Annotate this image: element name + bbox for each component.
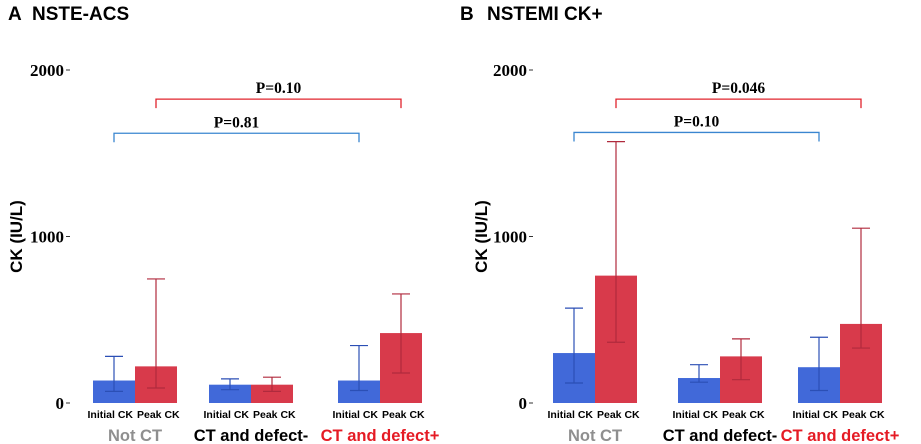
group-label: Not CT (108, 427, 162, 444)
bar-label-initial: Initial CK (87, 409, 133, 421)
chart-panel-A: A NSTE-ACS CK (IU/L) 0 1000 2000 Initial CK Pea… (7, 4, 439, 444)
group-label: CT and defect- (663, 427, 778, 444)
y-tick-label: 1000 (493, 228, 527, 247)
group-label: CT and defect+ (781, 427, 900, 444)
bar-label-peak: Peak CK (137, 409, 180, 421)
bar-initial (209, 384, 251, 403)
y-axis-label: CK (IU/L) (7, 200, 26, 273)
bar-label-initial: Initial CK (332, 409, 378, 421)
bar-label-initial: Initial CK (547, 409, 593, 421)
significance-bracket (155, 98, 402, 109)
bar-label-peak: Peak CK (842, 409, 885, 421)
p-value-label: P=0.10 (256, 80, 302, 97)
bar-label-peak: Peak CK (382, 409, 425, 421)
panel-letter: B (460, 4, 474, 25)
group-label: Not CT (568, 427, 622, 444)
p-value-label: P=0.81 (214, 114, 259, 131)
bar-label-initial: Initial CK (672, 409, 718, 421)
bar-peak (251, 384, 293, 403)
panel-letter: A (8, 4, 22, 25)
y-tick-label: 2000 (493, 61, 527, 80)
p-value-label: P=0.046 (712, 80, 765, 97)
significance-bracket (573, 131, 820, 142)
y-tick-label: 0 (56, 394, 65, 413)
y-tick-label: 0 (519, 394, 528, 413)
bar-label-peak: Peak CK (253, 409, 296, 421)
bar-label-initial: Initial CK (792, 409, 838, 421)
group-label: CT and defect- (194, 427, 309, 444)
p-value-label: P=0.10 (674, 113, 720, 130)
bar-label-peak: Peak CK (597, 409, 640, 421)
chart-title: NSTEMI CK+ (487, 4, 603, 25)
chart-panel-B: B NSTEMI CK+ CK (IU/L) 0 1000 2000 Initial CK P… (460, 4, 899, 444)
group-label: CT and defect+ (321, 427, 440, 444)
y-axis-label: CK (IU/L) (472, 200, 491, 273)
bar-label-peak: Peak CK (722, 409, 765, 421)
y-tick-label: 2000 (30, 61, 64, 80)
bar-label-initial: Initial CK (203, 409, 249, 421)
significance-bracket (615, 98, 862, 109)
bar-initial (338, 380, 380, 403)
chart-title: NSTE-ACS (32, 4, 129, 25)
significance-bracket (113, 132, 360, 143)
y-tick-label: 1000 (30, 228, 64, 247)
